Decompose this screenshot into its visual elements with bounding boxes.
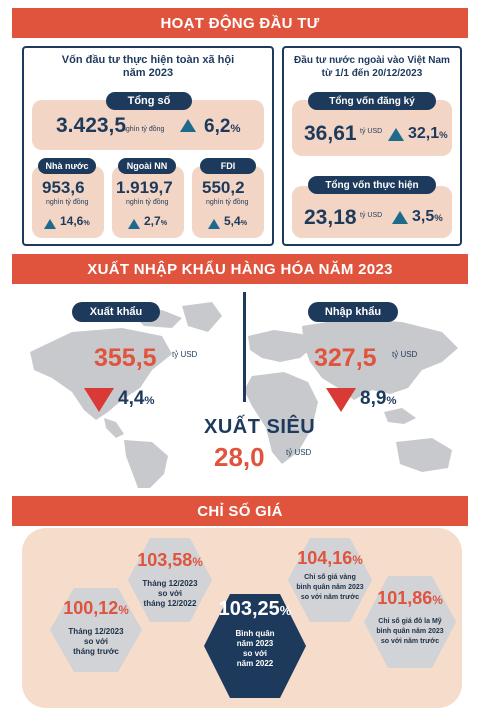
hex-month-mom [50, 588, 142, 672]
export-pct: 4,4% [118, 388, 155, 409]
foreign-investment-title-2: từ 1/1 đến 20/12/2023 [321, 68, 423, 79]
non-state-box [112, 166, 184, 238]
non-state-unit: nghìn tỷ đồng [126, 199, 169, 206]
implemented-unit: tỷ USD [360, 212, 383, 219]
hex-month-mom-value: 100,12% [63, 598, 129, 618]
social-investment-title-1: Vốn đầu tư thực hiện toàn xã hội [61, 54, 235, 66]
total-pct: 6,2% [204, 116, 241, 137]
surplus-label: XUẤT SIÊU [204, 416, 316, 438]
hex-gold [288, 538, 372, 622]
implemented-box [292, 186, 452, 238]
import-pct: 8,9% [360, 388, 397, 409]
hex-month-yoy-value: 103,58% [137, 550, 203, 570]
investment-banner: HOẠT ĐỘNG ĐẦU TƯ [12, 8, 468, 38]
surplus-unit: tỷ USD [286, 448, 312, 457]
hex-annual-value: 103,25% [218, 598, 292, 620]
trade-divider [243, 292, 246, 402]
fdi-up-icon [208, 216, 220, 234]
export-pill: Xuất khẩu [72, 302, 160, 322]
hex-annual [204, 594, 306, 698]
state-up-icon [44, 216, 56, 234]
fdi-pill: FDI [200, 158, 256, 174]
fdi-value: 550,2 [202, 178, 245, 197]
export-down-icon [84, 388, 114, 412]
hex-month-yoy-text: 103,58% Tháng 12/2023 so với tháng 12/20… [124, 550, 216, 609]
registered-pct: 32,1% [408, 125, 448, 142]
implemented-value: 23,18 [304, 206, 357, 229]
implemented-pct: 3,5% [412, 208, 443, 225]
import-value: 327,5 [314, 344, 377, 372]
surplus-value: 28,0 [214, 442, 265, 472]
implemented-pill: Tổng vốn thực hiện [308, 176, 436, 194]
registered-up-icon [388, 128, 404, 146]
hex-usd [364, 576, 456, 668]
total-unit: nghìn tỷ đồng [122, 126, 165, 133]
non-state-up-icon [128, 216, 140, 234]
implemented-up-icon [392, 211, 408, 229]
world-map-icon [30, 302, 458, 488]
total-value: 3.423,5 [56, 114, 127, 137]
import-unit: tỷ USD [392, 350, 418, 359]
foreign-investment-title-1: Đầu tư nước ngoài vào Việt Nam [294, 55, 450, 66]
export-unit: tỷ USD [172, 350, 198, 359]
import-down-icon [326, 388, 356, 412]
hex-annual-text: 103,25% Bình quân năm 2023 so với năm 20… [200, 598, 310, 669]
non-state-pill: Ngoài NN [118, 158, 176, 174]
state-pct: 14,6% [60, 214, 90, 228]
non-state-pct: 2,7% [144, 214, 168, 228]
registered-pill: Tổng vốn đăng ký [308, 92, 436, 110]
total-pill: Tổng số [106, 92, 192, 110]
total-up-icon [180, 119, 196, 137]
state-unit: nghìn tỷ đồng [46, 199, 89, 206]
registered-unit: tỷ USD [360, 128, 383, 135]
hex-month-mom-text: 100,12% Tháng 12/2023 so với tháng trước [46, 598, 146, 657]
hex-usd-text: 101,86% Chỉ số giá đô la Mỹ bình quân nă… [360, 588, 460, 647]
prices-banner: CHỈ SỐ GIÁ [12, 496, 468, 526]
fdi-unit: nghìn tỷ đồng [206, 199, 249, 206]
state-value: 953,6 [42, 178, 85, 197]
fdi-pct: 5,4% [224, 214, 248, 228]
hex-month-yoy [128, 538, 212, 622]
hex-usd-value: 101,86% [377, 588, 443, 608]
state-pill: Nhà nước [38, 158, 96, 174]
import-pill: Nhập khẩu [308, 302, 398, 322]
social-investment-panel: Vốn đầu tư thực hiện toàn xã hội năm 202… [22, 46, 274, 246]
fdi-box [192, 166, 264, 238]
non-state-value: 1.919,7 [116, 178, 173, 197]
trade-banner: XUẤT NHẬP KHẨU HÀNG HÓA NĂM 2023 [12, 254, 468, 284]
social-investment-title-2: năm 2023 [122, 67, 174, 79]
export-value: 355,5 [94, 344, 157, 372]
hex-gold-value: 104,16% [297, 548, 363, 568]
foreign-investment-panel: Đầu tư nước ngoài vào Việt Nam từ 1/1 đế… [282, 46, 462, 246]
registered-value: 36,61 [304, 122, 357, 145]
hex-gold-text: 104,16% Chỉ số giá vàng bình quân năm 20… [284, 548, 376, 603]
